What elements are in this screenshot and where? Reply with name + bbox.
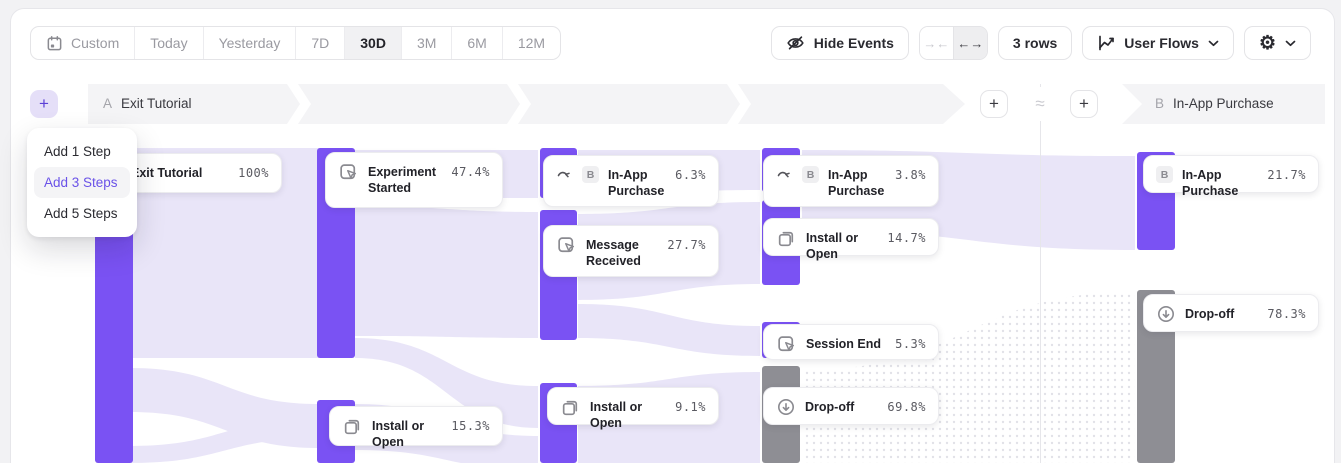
node-install-or-open-step3[interactable]: Install or Open 9.1% xyxy=(547,387,719,430)
menu-item-add-3-steps[interactable]: Add 3 Steps xyxy=(34,167,130,198)
left-flow-header[interactable]: A Exit Tutorial xyxy=(103,84,192,124)
cursor-click-icon xyxy=(338,162,359,183)
date-range-custom[interactable]: Custom xyxy=(31,27,136,59)
node-label: Drop-off xyxy=(805,400,855,414)
node-label: In-App Purchase xyxy=(608,168,665,198)
copy-squares-icon xyxy=(776,228,797,249)
node-in-app-purchase-step4[interactable]: B In-App Purchase 3.8% xyxy=(763,155,939,207)
toolbar-right-group: Hide Events →← ←→ 3 rows User Flows ⚙ xyxy=(770,26,1311,60)
node-install-or-open-step4[interactable]: Install or Open 14.7% xyxy=(763,218,939,261)
menu-item-add-5-steps[interactable]: Add 5 Steps xyxy=(44,206,118,221)
chevron-down-icon xyxy=(1208,40,1219,47)
copy-squares-icon xyxy=(342,416,363,437)
event-letter-badge: B xyxy=(802,166,819,183)
node-label: Message Received xyxy=(586,238,641,268)
date-range-30d[interactable]: 30D xyxy=(345,27,402,59)
node-label: Experiment Started xyxy=(368,165,437,195)
node-label: In-App Purchase xyxy=(1182,168,1239,198)
node-in-app-purchase-right[interactable]: B In-App Purchase 21.7% xyxy=(1143,155,1319,198)
node-in-app-purchase-step3[interactable]: B In-App Purchase 6.3% xyxy=(543,155,719,207)
band-chevron-icon xyxy=(287,84,313,124)
event-letter-badge: A xyxy=(103,96,113,111)
cursor-click-icon xyxy=(556,235,577,256)
node-percent: 3.8% xyxy=(895,168,926,182)
node-install-or-open-step2[interactable]: Install or Open 15.3% xyxy=(329,406,503,449)
right-flow-header[interactable]: B In-App Purchase xyxy=(1155,84,1274,124)
node-message-received[interactable]: Message Received 27.7% xyxy=(543,225,719,277)
settings-button[interactable]: ⚙ xyxy=(1243,26,1311,60)
calendar-icon xyxy=(46,35,63,52)
date-range-yesterday[interactable]: Yesterday xyxy=(204,27,297,59)
date-range-label: Custom xyxy=(71,35,120,51)
approx-break-icon: ≈ xyxy=(1034,87,1046,121)
expand-columns-button[interactable]: ←→ xyxy=(952,27,987,59)
node-label: Session End xyxy=(806,337,882,351)
hide-events-button[interactable]: Hide Events xyxy=(770,26,909,60)
event-letter-badge: B xyxy=(1155,96,1165,111)
column-width-toggle: →← ←→ xyxy=(918,26,988,60)
node-label: Install or Open xyxy=(806,231,859,261)
date-range-7d[interactable]: 7D xyxy=(296,27,346,59)
eye-off-icon xyxy=(786,34,805,52)
panel-divider xyxy=(1040,84,1041,463)
node-percent: 9.1% xyxy=(675,400,706,414)
node-drop-off-right[interactable]: Drop-off 78.3% xyxy=(1143,294,1319,332)
circle-down-arrow-icon xyxy=(1156,304,1176,324)
node-percent: 6.3% xyxy=(675,168,706,182)
flow-chart-icon xyxy=(1097,34,1115,52)
right-flow-title: In-App Purchase xyxy=(1173,96,1274,111)
menu-item-add-1-step[interactable]: Add 1 Step xyxy=(44,144,111,159)
collapse-columns-button[interactable]: →← xyxy=(919,27,953,59)
date-range-12m[interactable]: 12M xyxy=(517,35,546,51)
event-letter-badge: B xyxy=(1156,166,1173,183)
node-percent: 27.7% xyxy=(667,238,706,252)
date-range-today[interactable]: Today xyxy=(135,27,204,59)
circle-down-arrow-icon xyxy=(776,397,796,417)
date-range-3m[interactable]: 3M xyxy=(402,27,453,59)
node-label: In-App Purchase xyxy=(828,168,885,198)
view-selector-dropdown[interactable]: User Flows xyxy=(1082,26,1234,60)
node-drop-off-step4[interactable]: Drop-off 69.8% xyxy=(763,387,939,425)
copy-squares-icon xyxy=(560,397,581,418)
node-label: Exit Tutorial xyxy=(131,166,203,180)
node-percent: 47.4% xyxy=(451,165,490,179)
rows-label: 3 rows xyxy=(1012,35,1058,51)
gear-icon: ⚙ xyxy=(1258,32,1276,54)
skip-arrow-icon xyxy=(776,165,793,182)
add-step-menu: Add 1 Step Add 3 Steps Add 5 Steps xyxy=(27,128,137,237)
node-label: Drop-off xyxy=(1185,307,1235,321)
cursor-click-icon xyxy=(776,334,797,355)
prepend-step-button-right[interactable]: + xyxy=(1070,90,1098,118)
date-range-6m[interactable]: 6M xyxy=(452,27,503,59)
node-percent: 69.8% xyxy=(887,400,926,414)
node-percent: 5.3% xyxy=(895,337,926,351)
event-letter-badge: B xyxy=(582,166,599,183)
date-range-selector: Custom Today Yesterday 7D 30D 3M 6M 12M xyxy=(30,26,562,60)
node-percent: 21.7% xyxy=(1267,168,1306,182)
node-label: Install or Open xyxy=(590,400,643,430)
node-experiment-started[interactable]: Experiment Started 47.4% xyxy=(325,152,503,208)
node-session-end[interactable]: Session End 5.3% xyxy=(763,324,939,360)
band-chevron-icon xyxy=(507,84,533,124)
right-header-band[interactable] xyxy=(1122,84,1325,124)
skip-arrow-icon xyxy=(556,165,573,182)
add-step-button[interactable]: + xyxy=(30,90,58,118)
rows-button[interactable]: 3 rows xyxy=(997,26,1073,60)
node-percent: 78.3% xyxy=(1267,307,1306,321)
node-label: Install or Open xyxy=(372,419,425,449)
chevron-down-icon xyxy=(1285,40,1296,47)
hide-events-label: Hide Events xyxy=(813,35,894,51)
toolbar: Custom Today Yesterday 7D 30D 3M 6M 12M … xyxy=(30,26,1311,60)
view-selector-label: User Flows xyxy=(1124,35,1199,51)
node-percent: 14.7% xyxy=(887,231,926,245)
left-flow-title: Exit Tutorial xyxy=(121,96,192,111)
step-header-band[interactable] xyxy=(88,84,965,124)
band-chevron-icon xyxy=(727,84,753,124)
node-percent: 100% xyxy=(238,166,269,180)
append-step-button[interactable]: + xyxy=(980,90,1008,118)
node-percent: 15.3% xyxy=(451,419,490,433)
